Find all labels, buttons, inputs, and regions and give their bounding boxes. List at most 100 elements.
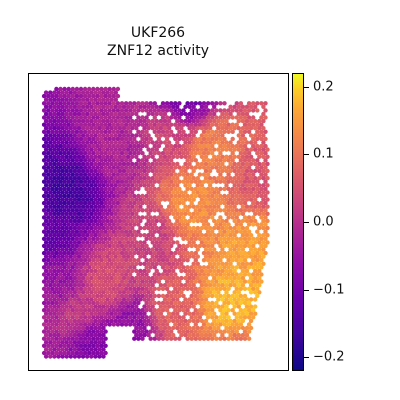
- spot-1826: [251, 222, 256, 227]
- spot-1145: [150, 176, 155, 181]
- spot-2346: [85, 261, 90, 266]
- spot-769: [41, 151, 47, 156]
- spot-3373: [214, 336, 219, 341]
- spot-1716: [177, 215, 182, 220]
- spot-2239: [52, 254, 57, 259]
- spot-1642: [64, 211, 69, 216]
- spot-271: [58, 115, 63, 120]
- spot-1633: [251, 208, 256, 213]
- spot-1314: [218, 186, 223, 192]
- spot-2312: [148, 258, 153, 263]
- spot-200: [173, 108, 178, 113]
- spot-2138: [52, 247, 57, 252]
- spot-808: [205, 151, 211, 156]
- spot-1417: [214, 193, 219, 199]
- spot-1356: [179, 190, 184, 195]
- spot-2308: [128, 258, 133, 263]
- spot-3148: [162, 318, 168, 324]
- spot-3306: [68, 332, 73, 338]
- spot-1704: [123, 215, 129, 220]
- spot-1818: [205, 222, 211, 227]
- spot-417: [246, 122, 252, 127]
- spot-139: [117, 104, 123, 109]
- spot-875: [70, 158, 75, 163]
- spot-3257: [41, 329, 47, 334]
- spot-3052: [171, 311, 176, 316]
- spot-3457: [97, 354, 102, 359]
- spot-2227: [226, 250, 231, 256]
- spot-1992: [78, 236, 84, 241]
- spot-8: [87, 86, 92, 92]
- spot-1240: [101, 183, 106, 188]
- spot-1467: [199, 197, 205, 202]
- spot-1308: [193, 186, 198, 192]
- spot-3037: [101, 311, 106, 316]
- spot-2387: [50, 265, 55, 270]
- spot-1325: [263, 186, 268, 192]
- spot-1204: [173, 179, 178, 184]
- spot-1566: [191, 204, 196, 209]
- spot-1294: [128, 186, 133, 192]
- spot-1067: [253, 168, 258, 174]
- spot-35: [46, 93, 51, 99]
- spot-2713: [148, 286, 153, 291]
- spot-79: [74, 101, 80, 106]
- spot-126: [64, 104, 69, 109]
- spot-1320: [242, 186, 248, 192]
- spot-1227: [48, 183, 53, 188]
- spot-2408: [144, 265, 149, 270]
- spot-928: [97, 161, 102, 167]
- spot-2776: [224, 290, 229, 295]
- spot-3311: [89, 332, 94, 338]
- spot-1182: [82, 179, 88, 184]
- spot-1900: [115, 229, 121, 234]
- spot-1379: [58, 193, 63, 199]
- spot-2020: [210, 236, 215, 241]
- spot-2960: [183, 304, 188, 309]
- spot-28: [93, 90, 98, 95]
- spot-3296: [230, 329, 235, 334]
- spot-3268: [87, 329, 92, 334]
- spot-1581: [261, 204, 266, 209]
- spot-2696: [78, 286, 84, 291]
- spot-2133: [251, 243, 256, 249]
- spot-1258: [183, 183, 188, 188]
- spot-1784: [46, 222, 51, 227]
- spot-953: [207, 161, 213, 167]
- spot-210: [218, 108, 223, 113]
- spot-2632: [242, 279, 248, 284]
- spot-3023: [43, 311, 49, 316]
- spot-356: [207, 118, 213, 124]
- spot-393: [144, 122, 149, 127]
- spot-3011: [197, 308, 203, 313]
- spot-2471: [199, 268, 205, 274]
- spot-896: [164, 158, 170, 163]
- spot-1565: [187, 204, 192, 209]
- spot-1394: [119, 193, 125, 199]
- spot-1978: [244, 233, 250, 238]
- spot-1913: [177, 229, 182, 234]
- spot-914: [263, 158, 268, 163]
- spot-2448: [93, 268, 98, 274]
- spot-98: [152, 101, 157, 106]
- spot-3192: [140, 322, 145, 327]
- spot-1919: [205, 229, 211, 234]
- spot-646: [175, 140, 180, 145]
- spot-2968: [220, 304, 225, 309]
- spot-1589: [66, 208, 71, 213]
- spot-14: [111, 86, 117, 92]
- spot-757: [220, 147, 225, 152]
- spot-1888: [66, 229, 71, 234]
- spot-2890: [87, 300, 92, 306]
- spot-1969: [203, 233, 209, 238]
- spot-1134: [105, 176, 110, 181]
- spot-718: [52, 147, 57, 152]
- spot-148: [154, 104, 159, 109]
- spot-3160: [216, 318, 221, 324]
- spot-859: [228, 154, 233, 159]
- spot-1970: [207, 233, 213, 238]
- spot-108: [201, 101, 207, 106]
- spot-2596: [87, 279, 92, 284]
- spot-3370: [201, 336, 207, 341]
- spot-2798: [107, 293, 112, 299]
